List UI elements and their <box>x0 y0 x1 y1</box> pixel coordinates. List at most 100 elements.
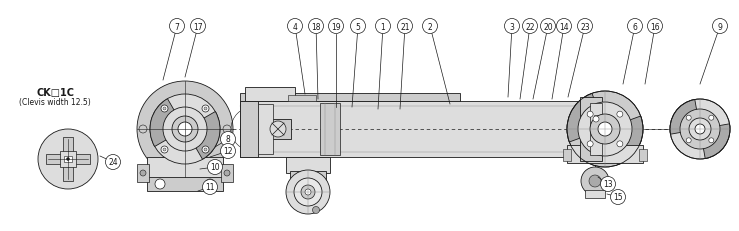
Text: 12: 12 <box>223 147 233 156</box>
Text: 9: 9 <box>718 22 723 31</box>
Bar <box>263 119 291 139</box>
Text: 18: 18 <box>311 22 321 31</box>
Circle shape <box>712 19 727 34</box>
Text: 14: 14 <box>559 22 569 31</box>
Bar <box>290 171 326 191</box>
Circle shape <box>578 103 632 156</box>
Text: 10: 10 <box>210 163 219 172</box>
Circle shape <box>709 138 714 143</box>
Circle shape <box>202 146 209 153</box>
Bar <box>147 177 223 191</box>
Text: 20: 20 <box>543 22 553 31</box>
Circle shape <box>223 125 231 134</box>
Wedge shape <box>567 94 605 142</box>
Circle shape <box>305 189 311 195</box>
Text: 2: 2 <box>428 22 432 31</box>
Circle shape <box>191 19 205 34</box>
Circle shape <box>398 19 412 34</box>
Bar <box>147 157 223 179</box>
Circle shape <box>294 178 322 206</box>
Text: 15: 15 <box>613 193 623 202</box>
Circle shape <box>593 116 599 122</box>
Bar <box>639 149 647 161</box>
Circle shape <box>137 82 233 177</box>
Polygon shape <box>240 123 255 135</box>
Bar <box>567 145 643 163</box>
Circle shape <box>567 92 643 167</box>
Circle shape <box>270 122 286 137</box>
Circle shape <box>140 170 146 176</box>
Wedge shape <box>150 99 185 147</box>
Circle shape <box>687 116 691 121</box>
Circle shape <box>581 167 609 195</box>
Circle shape <box>301 185 315 199</box>
Circle shape <box>695 125 705 134</box>
Circle shape <box>670 100 730 159</box>
Text: 4: 4 <box>293 22 297 31</box>
Bar <box>585 190 605 198</box>
Bar <box>258 105 273 154</box>
Text: 6: 6 <box>633 22 638 31</box>
Text: 19: 19 <box>331 22 341 31</box>
Circle shape <box>313 207 319 214</box>
Bar <box>590 103 602 155</box>
Bar <box>221 164 233 182</box>
Circle shape <box>155 179 165 189</box>
Circle shape <box>556 19 571 34</box>
Circle shape <box>220 144 236 159</box>
Text: 11: 11 <box>205 183 215 192</box>
Wedge shape <box>670 100 700 135</box>
Circle shape <box>709 116 714 121</box>
Text: 22: 22 <box>525 22 535 31</box>
Bar <box>63 137 73 181</box>
Bar <box>240 102 258 157</box>
Circle shape <box>590 115 620 144</box>
Circle shape <box>598 122 612 137</box>
Wedge shape <box>605 116 643 165</box>
Bar <box>240 102 580 157</box>
Circle shape <box>589 175 601 187</box>
Bar <box>288 96 316 102</box>
Circle shape <box>375 19 390 34</box>
Circle shape <box>38 129 98 189</box>
Text: 5: 5 <box>355 22 361 31</box>
Circle shape <box>205 179 215 189</box>
Circle shape <box>202 180 217 195</box>
Circle shape <box>161 146 168 153</box>
Circle shape <box>522 19 537 34</box>
Text: 1: 1 <box>381 22 385 31</box>
Circle shape <box>577 19 593 34</box>
Circle shape <box>204 107 207 110</box>
Circle shape <box>208 160 222 175</box>
Bar <box>286 157 330 173</box>
Circle shape <box>680 109 720 149</box>
Circle shape <box>505 19 520 34</box>
Circle shape <box>540 19 556 34</box>
Bar <box>46 154 90 164</box>
Circle shape <box>689 119 711 140</box>
Text: 7: 7 <box>174 22 180 31</box>
Circle shape <box>224 170 230 176</box>
Text: 13: 13 <box>603 180 613 189</box>
Circle shape <box>163 108 207 151</box>
Text: 3: 3 <box>510 22 514 31</box>
Text: (Clevis width 12.5): (Clevis width 12.5) <box>19 98 91 107</box>
Wedge shape <box>700 124 730 159</box>
Circle shape <box>588 141 593 147</box>
Circle shape <box>617 112 623 118</box>
Bar <box>245 88 295 102</box>
Circle shape <box>350 19 366 34</box>
Circle shape <box>423 19 437 34</box>
Circle shape <box>161 106 168 112</box>
Bar <box>580 97 602 161</box>
Bar <box>137 164 149 182</box>
Bar <box>563 149 571 161</box>
Circle shape <box>169 19 185 34</box>
Circle shape <box>172 116 198 142</box>
Circle shape <box>163 148 166 151</box>
Text: 8: 8 <box>225 135 231 144</box>
Circle shape <box>617 141 623 147</box>
Circle shape <box>687 138 691 143</box>
Bar <box>60 151 76 167</box>
Circle shape <box>204 148 207 151</box>
